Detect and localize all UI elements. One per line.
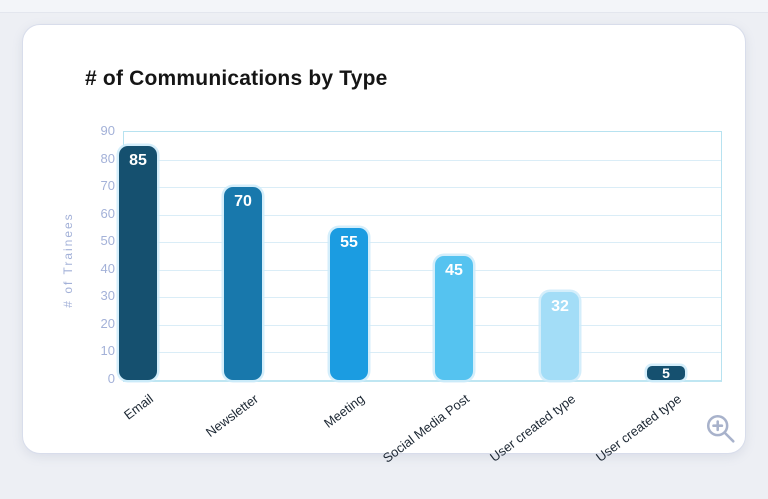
chart-title: # of Communications by Type xyxy=(85,67,388,90)
zoom-in-button[interactable] xyxy=(701,409,741,449)
bar-user-created-type[interactable]: 32 xyxy=(541,292,579,380)
y-tick-label: 50 xyxy=(100,233,115,249)
y-axis-title: # of Trainees xyxy=(61,212,75,308)
gridline xyxy=(124,324,721,326)
gridline xyxy=(124,159,721,161)
bar-value-label: 55 xyxy=(340,234,358,251)
bar-user-created-type[interactable]: 5 xyxy=(647,366,685,380)
page-background-seam xyxy=(0,0,768,13)
y-tick-label: 80 xyxy=(100,150,115,166)
gridline xyxy=(124,269,721,271)
y-tick-label: 60 xyxy=(100,205,115,221)
y-tick-label: 10 xyxy=(100,343,115,359)
y-tick-label: 20 xyxy=(100,315,115,331)
gridline xyxy=(124,214,721,216)
bar-value-label: 45 xyxy=(445,262,463,279)
bar-social-media-post[interactable]: 45 xyxy=(435,256,473,380)
bar-email[interactable]: 85 xyxy=(119,146,157,380)
zoom-in-icon xyxy=(706,414,735,443)
y-tick-label: 40 xyxy=(100,260,115,276)
bar-value-label: 85 xyxy=(129,152,147,169)
plot-area: 85 70 55 45 32 5 xyxy=(119,131,722,382)
y-tick-label: 90 xyxy=(100,123,115,138)
bar-newsletter[interactable]: 70 xyxy=(224,187,262,380)
bar-meeting[interactable]: 55 xyxy=(330,228,368,380)
gridline xyxy=(124,187,721,189)
y-tick-label: 30 xyxy=(100,288,115,304)
y-tick-label: 70 xyxy=(100,178,115,194)
bar-value-label: 70 xyxy=(234,193,252,210)
gridline xyxy=(124,352,721,354)
y-tick-label: 0 xyxy=(107,371,115,386)
chart-card: # of Communications by Type # of Trainee… xyxy=(22,24,746,466)
bar-value-label: 5 xyxy=(662,365,670,381)
gridline xyxy=(124,242,721,244)
gridline xyxy=(124,297,721,299)
bar-value-label: 32 xyxy=(551,298,569,315)
